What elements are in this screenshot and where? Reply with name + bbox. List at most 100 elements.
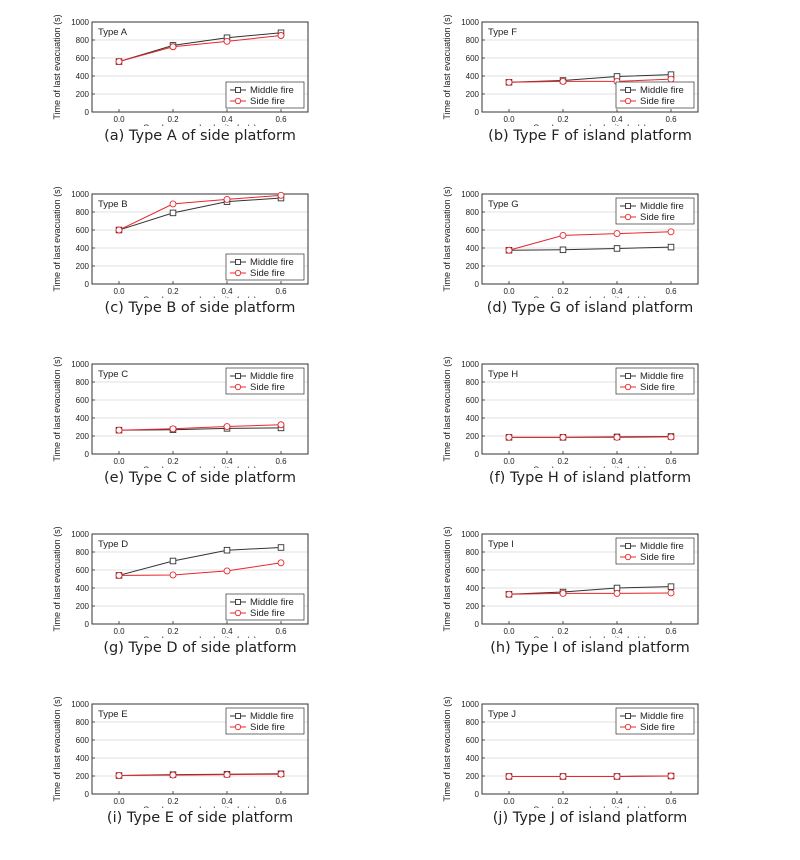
y-tick-label: 1000 [461, 360, 479, 369]
y-tick-label: 800 [76, 36, 90, 45]
data-point-circle [613, 589, 621, 597]
legend-box [225, 707, 305, 735]
legend-label: Side fire [640, 96, 675, 107]
x-tick-label: 0.2 [167, 627, 179, 636]
data-point-circle [115, 426, 123, 434]
y-tick-label: 1000 [461, 530, 479, 539]
data-point-circle [169, 425, 177, 433]
series-line [508, 78, 672, 83]
y-tick-label: 1000 [461, 700, 479, 709]
y-tick-label: 600 [466, 396, 480, 405]
chart-title: Type D [98, 539, 128, 550]
data-point-circle [559, 589, 567, 597]
y-tick-label: 400 [76, 244, 90, 253]
legend-label: Side fire [250, 96, 285, 107]
legend-label: Middle fire [250, 257, 294, 268]
y-tick-label: 0 [85, 790, 90, 799]
series-line [508, 586, 672, 595]
legend-marker-circle [624, 553, 632, 561]
y-tick-label: 600 [466, 566, 480, 575]
y-tick-label: 600 [76, 226, 90, 235]
y-tick-label: 0 [475, 450, 480, 459]
x-tick-label: 0.4 [611, 627, 623, 636]
plot-frame [91, 21, 309, 113]
y-tick-label: 400 [466, 72, 480, 81]
data-point-circle [667, 433, 675, 441]
data-point-circle [613, 433, 621, 441]
x-tick-label: 0.0 [113, 797, 125, 806]
x-tick-label: 0.2 [167, 797, 179, 806]
data-point-circle [169, 571, 177, 579]
x-tick-label: 0.6 [665, 457, 677, 466]
y-tick-label: 400 [466, 754, 480, 763]
chart-panel: 0 200 400 600 800 1000 0.0 0.2 0.4 0.6 Smoke sprea… [390, 172, 790, 344]
y-tick-label: 600 [76, 736, 90, 745]
chart-svg: 0 200 400 600 800 1000 0.0 0.2 0.4 0.6 Smoke sprea… [442, 526, 699, 638]
legend-marker-circle [624, 383, 632, 391]
y-tick-label: 200 [466, 90, 480, 99]
legend-marker-circle [624, 97, 632, 105]
y-axis-label: Time of last evacuation (s) [442, 526, 452, 631]
data-point-circle [505, 433, 513, 441]
chart-panel: 0 200 400 600 800 1000 0.0 0.2 0.4 0.6 Smoke sprea… [390, 342, 790, 514]
x-tick-label: 0.4 [611, 457, 623, 466]
data-point-circle [115, 58, 123, 66]
data-point-circle [505, 246, 513, 254]
x-tick-label: 0.4 [221, 797, 233, 806]
chart-svg: 0 200 400 600 800 1000 0.0 0.2 0.4 0.6 Smoke sprea… [442, 696, 699, 808]
data-point-circle [613, 230, 621, 238]
figure-caption: (h) Type I of island platform [490, 640, 690, 656]
chart-panel: 0 200 400 600 800 1000 0.0 0.2 0.4 0.6 Smoke sprea… [0, 172, 400, 344]
data-point-circle [559, 77, 567, 85]
x-tick-label: 0.4 [611, 797, 623, 806]
plot-frame [91, 363, 309, 455]
series-line [118, 547, 282, 576]
chart-panel: 0 200 400 600 800 1000 0.0 0.2 0.4 0.6 Smoke sprea… [0, 342, 400, 514]
y-tick-label: 200 [466, 262, 480, 271]
legend-marker-square [625, 543, 631, 549]
chart-title: Type I [488, 539, 514, 550]
y-tick-label: 800 [466, 36, 480, 45]
chart-panel: 0 200 400 600 800 1000 0.0 0.2 0.4 0.6 Smoke sprea… [390, 0, 790, 172]
y-tick-label: 400 [76, 414, 90, 423]
series-line [508, 592, 672, 595]
legend-label: Side fire [640, 382, 675, 393]
legend-label: Side fire [640, 212, 675, 223]
plot-frame [91, 703, 309, 795]
y-tick-label: 600 [76, 396, 90, 405]
data-point-circle [223, 37, 231, 45]
x-axis-label: Smoke spread velocity (m/s) [143, 465, 257, 468]
x-tick-label: 0.4 [611, 287, 623, 296]
data-point-circle [667, 75, 675, 83]
y-tick-label: 600 [76, 54, 90, 63]
y-axis-label: Time of last evacuation (s) [442, 186, 452, 291]
figure-caption: (g) Type D of side platform [103, 640, 297, 656]
legend-marker-square [235, 599, 241, 605]
legend-label: Side fire [250, 382, 285, 393]
data-point-circle [223, 771, 231, 779]
data-point-circle [223, 423, 231, 431]
chart-title: Type B [98, 199, 128, 210]
data-point-circle [505, 78, 513, 86]
y-tick-label: 0 [475, 280, 480, 289]
chart-panel: 0 200 400 600 800 1000 0.0 0.2 0.4 0.6 Smoke sprea… [390, 682, 790, 854]
chart-panel: 0 200 400 600 800 1000 0.0 0.2 0.4 0.6 Smoke sprea… [0, 512, 400, 684]
chart-panel: 0 200 400 600 800 1000 0.0 0.2 0.4 0.6 Smoke sprea… [0, 682, 400, 854]
figure-caption: (f) Type H of island platform [488, 470, 692, 486]
data-point-circle [115, 226, 123, 234]
legend-marker-square [235, 713, 241, 719]
data-point-circle [223, 195, 231, 203]
chart-title: Type C [98, 369, 128, 380]
y-axis-label: Time of last evacuation (s) [52, 356, 62, 461]
x-axis-label: Smoke spread velocity (m/s) [533, 465, 647, 468]
x-tick-label: 0.4 [221, 627, 233, 636]
x-tick-label: 0.4 [221, 457, 233, 466]
x-tick-label: 0.4 [221, 287, 233, 296]
data-point-circle [277, 191, 285, 199]
legend-marker-square [625, 203, 631, 209]
chart-svg: 0 200 400 600 800 1000 0.0 0.2 0.4 0.6 Smoke sprea… [442, 356, 699, 468]
legend-marker-square [235, 87, 241, 93]
chart-title: Type H [488, 369, 518, 380]
y-tick-label: 1000 [461, 18, 479, 27]
x-tick-label: 0.4 [611, 115, 623, 124]
